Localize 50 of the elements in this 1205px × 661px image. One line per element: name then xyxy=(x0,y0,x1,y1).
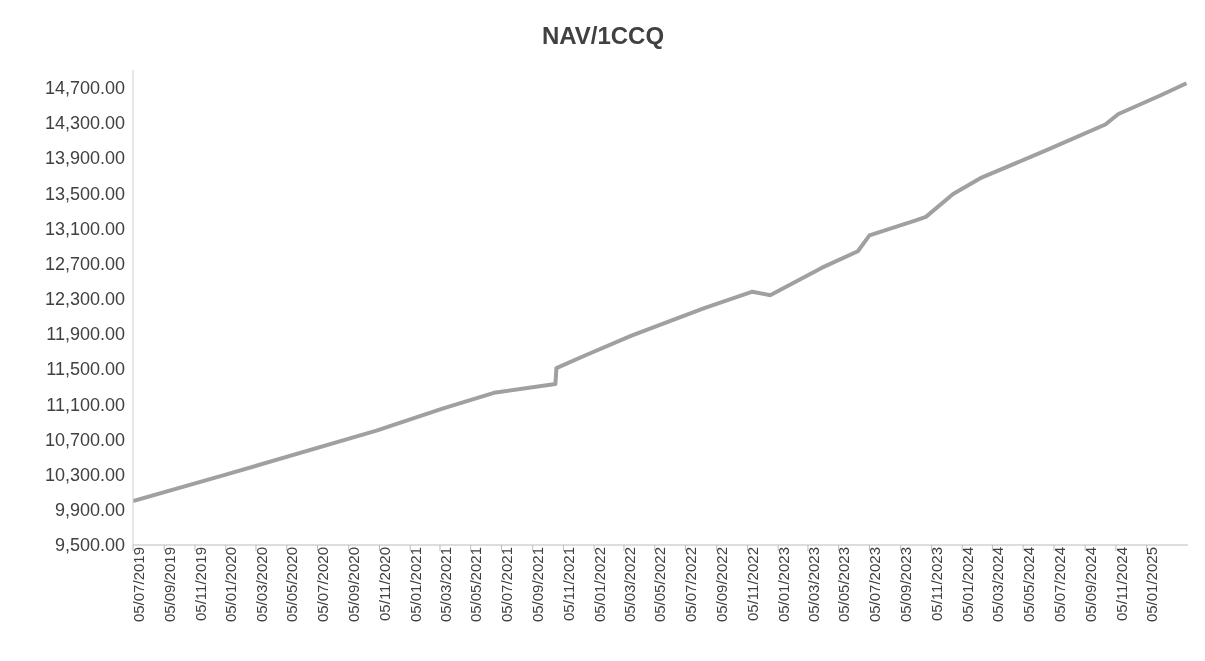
x-tick-label: 05/03/2024 xyxy=(989,547,1007,623)
x-tick-label: 05/03/2022 xyxy=(620,547,638,623)
x-tick-label: 05/05/2022 xyxy=(651,547,669,623)
x-tick-label: 05/05/2024 xyxy=(1019,547,1037,623)
y-tick-label: 10,300.00 xyxy=(44,465,125,486)
x-tick-label: 05/05/2020 xyxy=(283,547,301,623)
y-tick-label: 13,100.00 xyxy=(44,218,125,239)
x-tick-label: 05/07/2022 xyxy=(682,547,700,623)
x-tick-label: 05/09/2021 xyxy=(529,547,547,623)
y-tick-label: 9,500.00 xyxy=(54,535,125,556)
y-tick-label: 13,900.00 xyxy=(44,148,125,169)
x-tick-label: 05/11/2021 xyxy=(560,547,578,621)
x-tick-label: 05/07/2021 xyxy=(498,547,516,623)
y-tick-label: 11,100.00 xyxy=(46,394,125,415)
x-tick-label: 05/01/2020 xyxy=(222,547,240,623)
x-tick-label: 05/09/2020 xyxy=(345,547,363,623)
y-tick-label: 10,700.00 xyxy=(44,429,125,450)
x-tick-label: 05/11/2023 xyxy=(928,547,946,621)
x-tick-label: 05/05/2023 xyxy=(835,547,853,623)
x-tick-label: 05/11/2020 xyxy=(376,547,394,621)
x-tick-label: 05/09/2024 xyxy=(1081,547,1099,623)
y-tick-label: 11,500.00 xyxy=(46,359,125,380)
x-tick-label: 05/05/2021 xyxy=(467,547,485,623)
x-tick-label: 05/09/2019 xyxy=(160,547,178,623)
x-tick-label: 05/09/2023 xyxy=(897,547,915,623)
x-tick-label: 05/01/2024 xyxy=(958,547,976,623)
x-tick-label: 05/11/2024 xyxy=(1112,547,1130,621)
y-tick-label: 12,700.00 xyxy=(44,253,125,274)
y-tick-label: 14,700.00 xyxy=(44,77,125,98)
y-tick-label: 11,900.00 xyxy=(46,324,125,345)
x-tick-label: 05/03/2021 xyxy=(436,547,454,623)
x-tick-label: 05/07/2024 xyxy=(1050,547,1068,623)
x-tick-label: 05/07/2020 xyxy=(314,547,332,623)
x-tick-label: 05/01/2021 xyxy=(406,547,424,623)
x-tick-label: 05/11/2022 xyxy=(744,547,762,621)
x-tick-label: 05/07/2019 xyxy=(129,547,147,623)
chart-title: NAV/1CCQ xyxy=(540,21,666,51)
x-tick-label: 05/09/2022 xyxy=(713,547,731,623)
x-tick-label: 05/07/2023 xyxy=(866,547,884,623)
line-series xyxy=(133,81,1188,504)
x-tick-label: 05/03/2020 xyxy=(252,547,270,623)
x-tick-label: 05/01/2025 xyxy=(1143,547,1161,623)
y-tick-label: 9,900.00 xyxy=(54,500,125,521)
x-tick-label: 05/01/2022 xyxy=(590,547,608,623)
y-tick-label: 12,300.00 xyxy=(44,289,125,310)
x-tick-label: 05/11/2019 xyxy=(191,547,209,621)
x-tick-label: 05/03/2023 xyxy=(804,547,822,623)
x-tick-label: 05/01/2023 xyxy=(774,547,792,623)
y-tick-label: 13,500.00 xyxy=(44,183,125,204)
y-tick-label: 14,300.00 xyxy=(44,113,125,134)
